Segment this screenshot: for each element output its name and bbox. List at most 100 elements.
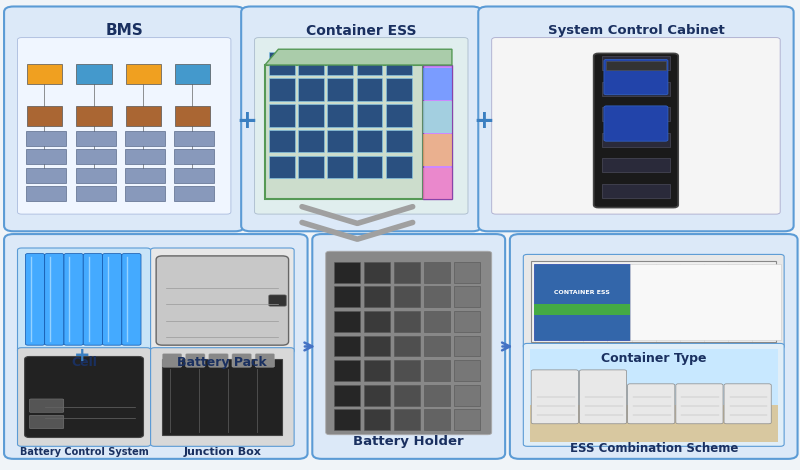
FancyBboxPatch shape <box>45 254 64 345</box>
FancyBboxPatch shape <box>364 336 390 356</box>
FancyBboxPatch shape <box>150 348 294 446</box>
Text: BMS: BMS <box>106 23 143 38</box>
FancyBboxPatch shape <box>26 131 66 146</box>
Text: Battery Pack: Battery Pack <box>178 356 267 369</box>
FancyBboxPatch shape <box>4 234 307 459</box>
FancyBboxPatch shape <box>174 131 214 146</box>
FancyBboxPatch shape <box>18 248 150 353</box>
FancyBboxPatch shape <box>75 186 115 201</box>
FancyBboxPatch shape <box>27 106 62 126</box>
FancyBboxPatch shape <box>602 107 670 121</box>
FancyBboxPatch shape <box>255 354 274 367</box>
FancyBboxPatch shape <box>269 104 294 126</box>
FancyBboxPatch shape <box>334 286 360 307</box>
FancyBboxPatch shape <box>174 168 214 183</box>
FancyBboxPatch shape <box>386 78 412 101</box>
FancyBboxPatch shape <box>334 384 360 406</box>
FancyBboxPatch shape <box>530 349 778 409</box>
FancyBboxPatch shape <box>523 254 784 349</box>
Text: Battery Control System: Battery Control System <box>20 447 149 457</box>
FancyBboxPatch shape <box>26 254 45 345</box>
FancyBboxPatch shape <box>386 104 412 126</box>
FancyBboxPatch shape <box>241 7 482 231</box>
FancyBboxPatch shape <box>602 56 670 70</box>
Text: ESS Combination Scheme: ESS Combination Scheme <box>570 442 738 455</box>
FancyBboxPatch shape <box>424 336 450 356</box>
FancyBboxPatch shape <box>364 311 390 332</box>
FancyBboxPatch shape <box>530 405 778 442</box>
FancyBboxPatch shape <box>630 264 782 339</box>
FancyBboxPatch shape <box>327 156 353 178</box>
FancyBboxPatch shape <box>126 106 161 126</box>
FancyBboxPatch shape <box>75 168 115 183</box>
FancyBboxPatch shape <box>394 409 420 430</box>
FancyBboxPatch shape <box>364 384 390 406</box>
Text: CONTAINER ESS: CONTAINER ESS <box>554 290 610 295</box>
FancyBboxPatch shape <box>27 64 62 84</box>
FancyBboxPatch shape <box>454 262 480 283</box>
Text: Battery Holder: Battery Holder <box>354 435 464 448</box>
FancyBboxPatch shape <box>357 52 382 75</box>
FancyBboxPatch shape <box>454 286 480 307</box>
FancyBboxPatch shape <box>357 130 382 152</box>
FancyBboxPatch shape <box>478 7 794 231</box>
FancyBboxPatch shape <box>423 102 452 133</box>
FancyBboxPatch shape <box>156 256 289 345</box>
FancyBboxPatch shape <box>423 134 452 166</box>
FancyBboxPatch shape <box>327 130 353 152</box>
FancyBboxPatch shape <box>30 399 64 412</box>
FancyBboxPatch shape <box>64 254 83 345</box>
Text: System Control Cabinet: System Control Cabinet <box>547 24 724 37</box>
FancyBboxPatch shape <box>602 184 670 198</box>
FancyBboxPatch shape <box>334 409 360 430</box>
FancyBboxPatch shape <box>492 38 780 214</box>
FancyBboxPatch shape <box>125 168 165 183</box>
Text: Container Type: Container Type <box>601 352 706 365</box>
FancyBboxPatch shape <box>162 354 182 367</box>
FancyBboxPatch shape <box>265 65 423 199</box>
FancyBboxPatch shape <box>175 106 210 126</box>
FancyBboxPatch shape <box>454 409 480 430</box>
FancyBboxPatch shape <box>394 311 420 332</box>
FancyBboxPatch shape <box>312 234 505 459</box>
FancyBboxPatch shape <box>394 384 420 406</box>
Text: +: + <box>474 109 494 133</box>
FancyBboxPatch shape <box>326 251 492 435</box>
FancyBboxPatch shape <box>454 311 480 332</box>
FancyBboxPatch shape <box>424 262 450 283</box>
FancyBboxPatch shape <box>102 254 122 345</box>
FancyBboxPatch shape <box>18 38 231 214</box>
FancyBboxPatch shape <box>604 106 668 141</box>
FancyBboxPatch shape <box>327 78 353 101</box>
FancyBboxPatch shape <box>424 311 450 332</box>
FancyBboxPatch shape <box>334 311 360 332</box>
FancyBboxPatch shape <box>26 168 66 183</box>
FancyBboxPatch shape <box>510 234 798 459</box>
FancyBboxPatch shape <box>357 78 382 101</box>
FancyBboxPatch shape <box>628 384 675 424</box>
FancyBboxPatch shape <box>298 104 324 126</box>
Text: Junction Box: Junction Box <box>183 447 262 457</box>
FancyBboxPatch shape <box>125 131 165 146</box>
FancyBboxPatch shape <box>454 360 480 381</box>
FancyBboxPatch shape <box>394 336 420 356</box>
FancyBboxPatch shape <box>676 384 723 424</box>
FancyBboxPatch shape <box>364 360 390 381</box>
FancyBboxPatch shape <box>602 158 670 172</box>
FancyBboxPatch shape <box>357 104 382 126</box>
FancyBboxPatch shape <box>25 357 143 438</box>
FancyBboxPatch shape <box>364 262 390 283</box>
FancyBboxPatch shape <box>423 65 452 199</box>
FancyBboxPatch shape <box>534 264 630 339</box>
FancyBboxPatch shape <box>424 384 450 406</box>
FancyBboxPatch shape <box>150 248 294 353</box>
FancyBboxPatch shape <box>394 360 420 381</box>
FancyBboxPatch shape <box>76 106 112 126</box>
FancyBboxPatch shape <box>26 186 66 201</box>
FancyBboxPatch shape <box>269 52 294 75</box>
FancyBboxPatch shape <box>523 344 784 446</box>
FancyBboxPatch shape <box>394 262 420 283</box>
FancyBboxPatch shape <box>83 254 102 345</box>
FancyBboxPatch shape <box>298 78 324 101</box>
FancyBboxPatch shape <box>162 359 282 435</box>
